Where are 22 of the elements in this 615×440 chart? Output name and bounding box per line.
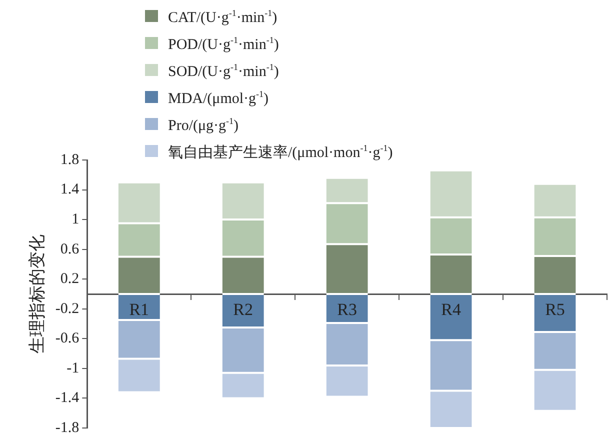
legend-label: POD/(U·g$^{-1}$·min$^{-1}$) — [168, 34, 279, 55]
y-tick-label: -0.2 — [55, 300, 80, 317]
legend-label: SOD/(U·g$^{-1}$·min$^{-1}$) — [168, 61, 279, 82]
y-tick-label: 1.4 — [60, 182, 80, 198]
y-tick-label: -1.8 — [55, 420, 80, 436]
y-tick-label: -1 — [66, 360, 80, 376]
y-tick-label: -0.6 — [55, 330, 80, 347]
legend-label: MDA/(μmol·g$^{-1}$) — [168, 88, 269, 109]
legend-label: Pro/(μg·g$^{-1}$) — [168, 115, 239, 136]
y-tick-label: 1 — [72, 211, 80, 228]
y-tick-label: 0.2 — [60, 271, 80, 288]
legend-label: CAT/(U·g$^{-1}$·min$^{-1}$) — [168, 7, 278, 28]
x-tick-label: R4 — [441, 300, 462, 319]
y-axis-title: 生理指标的变化 — [28, 234, 47, 354]
y-tick-label: 0.6 — [60, 241, 80, 258]
x-tick-label: R2 — [233, 300, 254, 319]
y-tick-label: 1.8 — [60, 152, 80, 168]
legend-label: 氧自由基产生速率/(μmol·mon$^{-1}$·g$^{-1}$) — [168, 142, 393, 163]
x-tick-label: R5 — [545, 300, 565, 319]
y-tick-label: -1.4 — [55, 390, 80, 406]
x-tick-label: R1 — [129, 300, 150, 319]
x-tick-label: R3 — [337, 300, 357, 319]
